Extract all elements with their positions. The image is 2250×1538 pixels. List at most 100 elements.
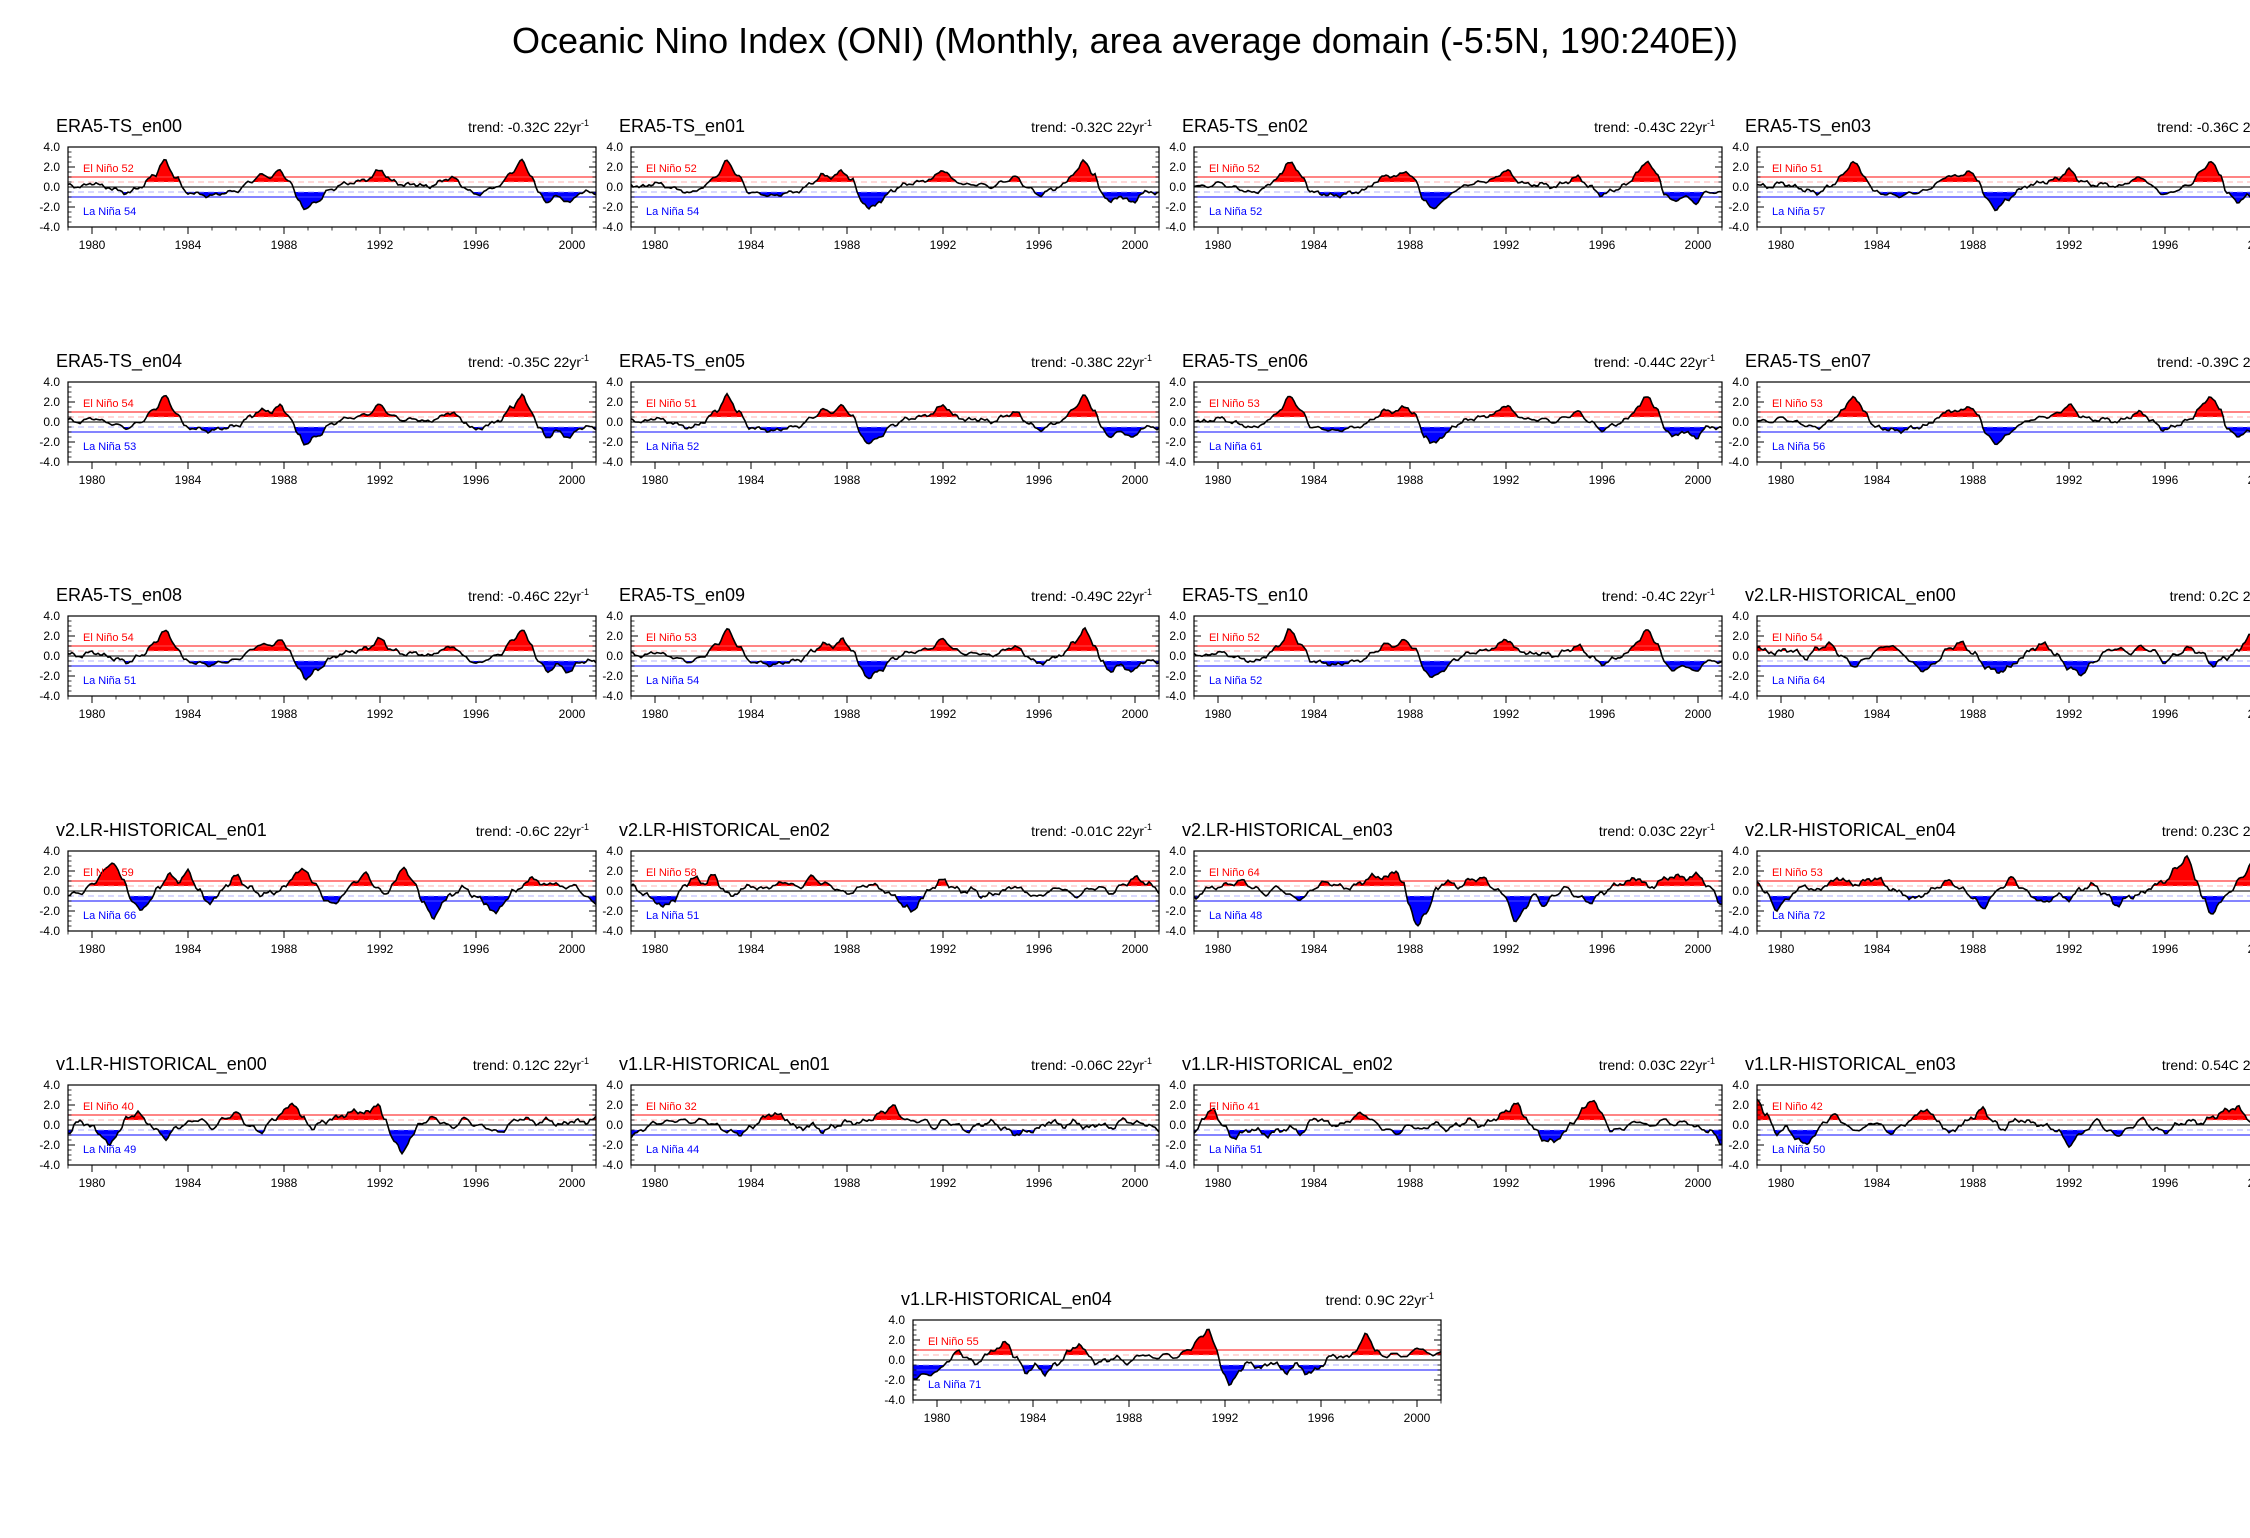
trend-label: trend: 0.12C 22yr-1 <box>473 1056 589 1073</box>
el-nino-fill <box>1194 1100 1722 1120</box>
y-tick-label: -2.0 <box>1165 1138 1186 1152</box>
la-nina-count: La Niña 52 <box>1209 675 1262 687</box>
x-tick-label: 1988 <box>1960 238 1987 252</box>
x-tick-label: 1988 <box>1397 707 1424 721</box>
trend-label: trend: -0.6C 22yr-1 <box>476 822 589 839</box>
la-nina-count: La Niña 48 <box>1209 910 1262 922</box>
la-nina-count: La Niña 61 <box>1209 441 1262 453</box>
y-tick-label: 2.0 <box>1732 864 1749 878</box>
y-tick-label: -2.0 <box>39 904 60 918</box>
y-tick-label: 2.0 <box>1169 1098 1186 1112</box>
y-tick-label: 2.0 <box>1169 629 1186 643</box>
x-tick-label: 1996 <box>463 707 490 721</box>
y-tick-label: -2.0 <box>1728 904 1749 918</box>
x-tick-label: 1980 <box>642 473 669 487</box>
trend-label: trend: 0.03C 22yr-1 <box>1599 1056 1715 1073</box>
el-nino-count: El Niño 54 <box>83 398 134 410</box>
el-nino-count: El Niño 52 <box>83 163 134 175</box>
x-tick-label: 1984 <box>1301 238 1328 252</box>
x-tick-label: 2000 <box>2248 473 2250 487</box>
panel-ERA5-TS_en00: 4.0 2.0 0.0 -2.0 -4.0 1980 1984 1988 1992 1996 200… <box>39 116 597 252</box>
y-tick-label: 4.0 <box>606 1078 623 1092</box>
oni-series-line <box>1193 160 1723 210</box>
y-tick-label: 2.0 <box>606 864 623 878</box>
x-tick-label: 1988 <box>834 942 861 956</box>
x-tick-label: 2000 <box>1122 473 1149 487</box>
panel-title: ERA5-TS_en01 <box>619 116 745 137</box>
x-tick-label: 1984 <box>1864 238 1891 252</box>
y-tick-label: 4.0 <box>606 609 623 623</box>
x-tick-label: 1980 <box>1205 942 1232 956</box>
la-nina-fill <box>631 427 1159 444</box>
x-tick-label: 1992 <box>930 942 957 956</box>
y-tick-label: 0.0 <box>43 649 60 663</box>
x-tick-label: 1980 <box>642 942 669 956</box>
oni-series-line <box>1193 870 1723 927</box>
trend-exponent: -1 <box>1144 353 1152 363</box>
x-tick-label: 1996 <box>1026 707 1053 721</box>
el-nino-fill <box>631 160 1159 182</box>
el-nino-count: El Niño 58 <box>646 867 697 879</box>
panel-title: ERA5-TS_en02 <box>1182 116 1308 137</box>
x-tick-label: 1996 <box>1026 238 1053 252</box>
x-tick-label: 1980 <box>1205 473 1232 487</box>
la-nina-count: La Niña 51 <box>646 910 699 922</box>
x-tick-label: 1984 <box>1864 473 1891 487</box>
el-nino-count: El Niño 59 <box>83 867 134 879</box>
x-tick-label: 1992 <box>367 238 394 252</box>
y-tick-label: -2.0 <box>39 435 60 449</box>
x-tick-label: 1984 <box>175 1176 202 1190</box>
x-tick-label: 1992 <box>1493 238 1520 252</box>
y-tick-label: 0.0 <box>1169 180 1186 194</box>
y-tick-label: 4.0 <box>1732 844 1749 858</box>
trend-label: trend: -0.4C 22yr-1 <box>1602 587 1715 604</box>
y-tick-label: 2.0 <box>43 395 60 409</box>
x-tick-label: 1988 <box>271 707 298 721</box>
oni-series-line <box>1193 395 1723 445</box>
y-tick-label: 4.0 <box>888 1313 905 1327</box>
trend-label: trend: 0.9C 22yr-1 <box>1326 1291 1434 1308</box>
la-nina-count: La Niña 54 <box>83 206 136 218</box>
y-tick-label: 0.0 <box>606 1118 623 1132</box>
x-tick-label: 1992 <box>367 707 394 721</box>
el-nino-fill <box>68 394 596 417</box>
x-tick-label: 1996 <box>1589 238 1616 252</box>
la-nina-fill <box>1194 427 1722 444</box>
y-tick-label: 0.0 <box>1169 1118 1186 1132</box>
y-tick-label: 2.0 <box>43 1098 60 1112</box>
x-tick-label: 1992 <box>2056 1176 2083 1190</box>
x-tick-label: 1992 <box>367 942 394 956</box>
x-tick-label: 1988 <box>271 473 298 487</box>
x-tick-label: 1992 <box>1493 707 1520 721</box>
x-tick-label: 1988 <box>834 473 861 487</box>
la-nina-count: La Niña 54 <box>646 675 699 687</box>
panel-title: ERA5-TS_en06 <box>1182 351 1308 372</box>
y-tick-label: 2.0 <box>606 160 623 174</box>
la-nina-fill <box>631 896 1159 912</box>
y-tick-label: -4.0 <box>1165 220 1186 234</box>
x-tick-label: 1988 <box>1397 942 1424 956</box>
x-tick-label: 1988 <box>271 942 298 956</box>
oni-series-line <box>1193 1099 1723 1146</box>
la-nina-count: La Niña 52 <box>1209 206 1262 218</box>
y-tick-label: -4.0 <box>39 689 60 703</box>
x-tick-label: 1988 <box>271 238 298 252</box>
x-tick-label: 1984 <box>738 238 765 252</box>
y-tick-label: -4.0 <box>1728 455 1749 469</box>
y-tick-label: 4.0 <box>1169 140 1186 154</box>
la-nina-fill <box>631 661 1159 679</box>
el-nino-count: El Niño 64 <box>1209 867 1260 879</box>
trend-exponent: -1 <box>581 118 589 128</box>
x-tick-label: 2000 <box>1122 942 1149 956</box>
y-tick-label: 2.0 <box>1732 160 1749 174</box>
x-tick-label: 1980 <box>1768 238 1795 252</box>
y-tick-label: -4.0 <box>602 1158 623 1172</box>
x-tick-label: 1996 <box>2152 1176 2179 1190</box>
y-tick-label: -4.0 <box>602 689 623 703</box>
el-nino-fill <box>1194 629 1722 651</box>
y-tick-label: -4.0 <box>1165 1158 1186 1172</box>
trend-label: trend: -0.35C 22yr-1 <box>468 353 589 370</box>
x-tick-label: 1980 <box>642 1176 669 1190</box>
el-nino-count: El Niño 32 <box>646 1101 697 1113</box>
y-tick-label: 4.0 <box>606 140 623 154</box>
